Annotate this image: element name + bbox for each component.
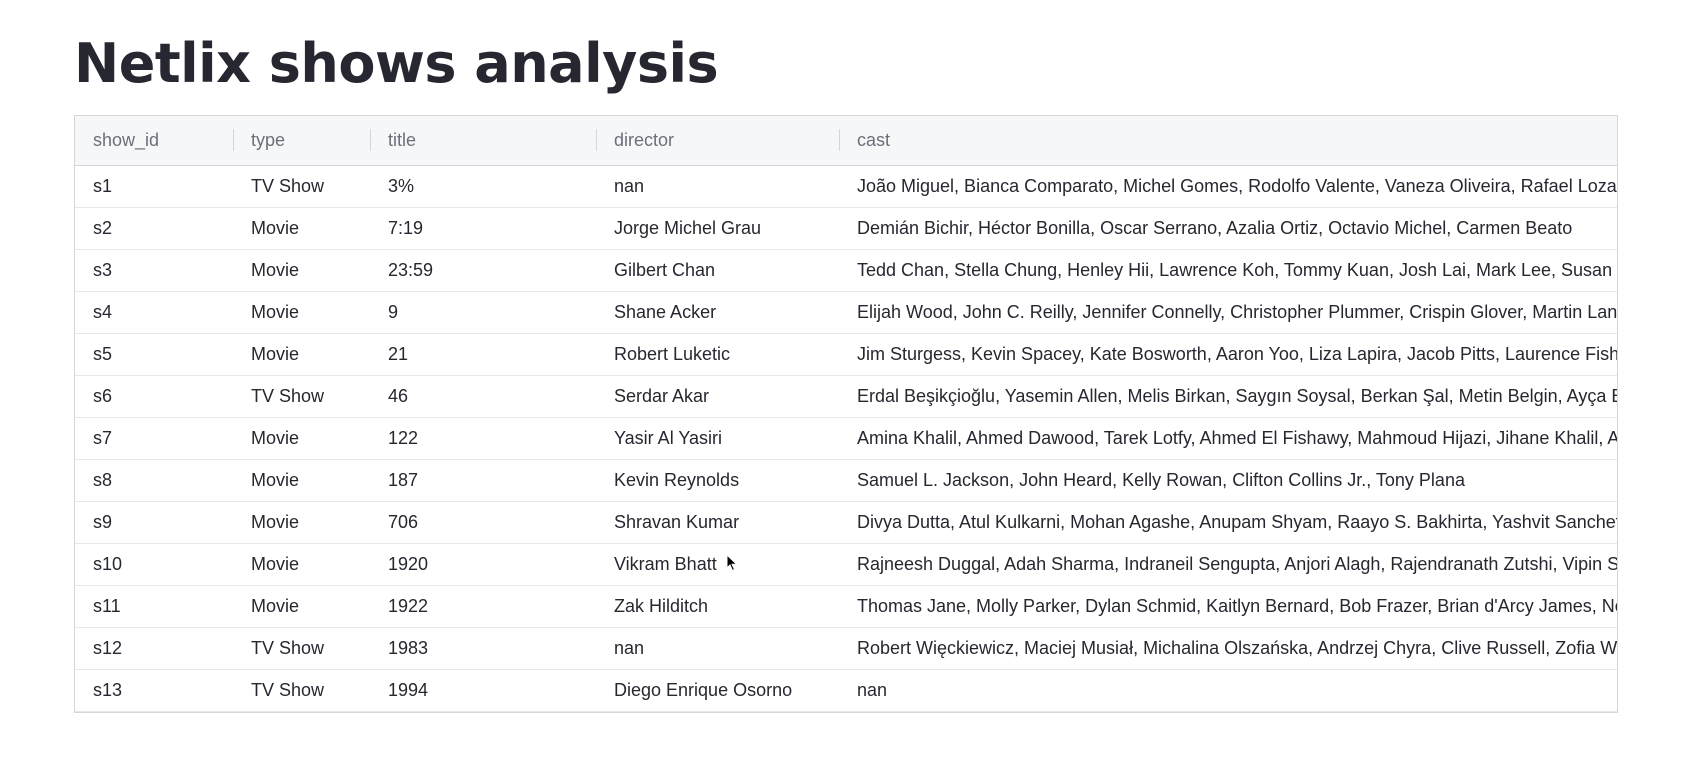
- table-row[interactable]: s8 Movie 187 Kevin Reynolds Samuel L. Jackso…: [75, 459, 1617, 502]
- table-row[interactable]: s13 TV Show 1994 Diego Enrique Osorno nan: [75, 669, 1617, 712]
- cell-cast[interactable]: Divya Dutta, Atul Kulkarni, Mohan Agashe…: [839, 501, 1617, 544]
- cell-director[interactable]: nan: [596, 165, 839, 208]
- table-row[interactable]: s3 Movie 23:59 Gilbert Chan Tedd Chan, Stell…: [75, 249, 1617, 292]
- column-separator[interactable]: [839, 129, 840, 151]
- column-header-type[interactable]: type: [233, 116, 370, 166]
- cell-director[interactable]: Robert Luketic: [596, 333, 839, 376]
- column-header-label: show_id: [93, 129, 160, 150]
- cell-show-id[interactable]: s1: [75, 165, 233, 208]
- table-row[interactable]: s10 Movie 1920 Vikram Bhatt Rajneesh Duggal,…: [75, 543, 1617, 586]
- cell-director[interactable]: Diego Enrique Osorno: [596, 669, 839, 712]
- cell-show-id[interactable]: s4: [75, 291, 233, 334]
- cell-director[interactable]: Shravan Kumar: [596, 501, 839, 544]
- cell-director[interactable]: Gilbert Chan: [596, 249, 839, 292]
- table-row[interactable]: s2 Movie 7:19 Jorge Michel Grau Demián Bichi…: [75, 207, 1617, 250]
- table-row[interactable]: s5 Movie 21 Robert Luketic Jim Sturgess, Kev…: [75, 333, 1617, 376]
- cell-title[interactable]: 1922: [370, 585, 596, 628]
- cell-cast[interactable]: Jim Sturgess, Kevin Spacey, Kate Boswort…: [839, 333, 1617, 376]
- column-separator[interactable]: [370, 129, 371, 151]
- cell-cast[interactable]: Elijah Wood, John C. Reilly, Jennifer Co…: [839, 291, 1617, 334]
- column-separator[interactable]: [596, 129, 597, 151]
- cell-show-id[interactable]: s2: [75, 207, 233, 250]
- cell-director[interactable]: Zak Hilditch: [596, 585, 839, 628]
- cell-type[interactable]: Movie: [233, 585, 370, 628]
- table-row[interactable]: s7 Movie 122 Yasir Al Yasiri Amina Khalil, A…: [75, 417, 1617, 460]
- cell-show-id[interactable]: s7: [75, 417, 233, 460]
- cell-title[interactable]: 3%: [370, 165, 596, 208]
- cell-show-id[interactable]: s3: [75, 249, 233, 292]
- cell-type[interactable]: Movie: [233, 501, 370, 544]
- cell-type[interactable]: Movie: [233, 459, 370, 502]
- cell-show-id[interactable]: s10: [75, 543, 233, 586]
- cell-show-id[interactable]: s8: [75, 459, 233, 502]
- cell-director[interactable]: Jorge Michel Grau: [596, 207, 839, 250]
- column-header-show-id[interactable]: show_id: [75, 116, 233, 166]
- cell-cast[interactable]: João Miguel, Bianca Comparato, Michel Go…: [839, 165, 1617, 208]
- table-row[interactable]: s11 Movie 1922 Zak Hilditch Thomas Jane, Mol…: [75, 585, 1617, 628]
- table-row[interactable]: s12 TV Show 1983 nan Robert Więckiewicz, Mac…: [75, 627, 1617, 670]
- cell-cast[interactable]: Rajneesh Duggal, Adah Sharma, Indraneil …: [839, 543, 1617, 586]
- table-row[interactable]: s6 TV Show 46 Serdar Akar Erdal Beşikçioğlu,…: [75, 375, 1617, 418]
- cell-title[interactable]: 187: [370, 459, 596, 502]
- page-title: Netlix shows analysis: [74, 32, 719, 95]
- cell-director[interactable]: Serdar Akar: [596, 375, 839, 418]
- column-header-title[interactable]: title: [370, 116, 596, 166]
- cell-title[interactable]: 122: [370, 417, 596, 460]
- cell-cast[interactable]: nan: [839, 669, 1617, 712]
- cell-type[interactable]: TV Show: [233, 627, 370, 670]
- cell-cast[interactable]: Erdal Beşikçioğlu, Yasemin Allen, Melis …: [839, 375, 1617, 418]
- cell-director[interactable]: nan: [596, 627, 839, 670]
- column-header-label: cast: [857, 129, 891, 150]
- column-header-label: director: [614, 129, 675, 150]
- column-separator[interactable]: [233, 129, 234, 151]
- cell-type[interactable]: Movie: [233, 207, 370, 250]
- table-row[interactable]: s1 TV Show 3% nan João Miguel, Bianca Compar…: [75, 165, 1617, 208]
- column-header-label: title: [388, 129, 417, 150]
- cell-show-id[interactable]: s9: [75, 501, 233, 544]
- cell-title[interactable]: 706: [370, 501, 596, 544]
- table-row[interactable]: s4 Movie 9 Shane Acker Elijah Wood, John C. …: [75, 291, 1617, 334]
- column-header-cast[interactable]: cast: [839, 116, 1617, 166]
- column-header-director[interactable]: director: [596, 116, 839, 166]
- cell-cast[interactable]: Tedd Chan, Stella Chung, Henley Hii, Law…: [839, 249, 1617, 292]
- cell-cast[interactable]: Amina Khalil, Ahmed Dawood, Tarek Lotfy,…: [839, 417, 1617, 460]
- cell-type[interactable]: Movie: [233, 543, 370, 586]
- cell-type[interactable]: Movie: [233, 291, 370, 334]
- cell-type[interactable]: TV Show: [233, 669, 370, 712]
- cell-show-id[interactable]: s13: [75, 669, 233, 712]
- cell-show-id[interactable]: s5: [75, 333, 233, 376]
- cell-cast[interactable]: Demián Bichir, Héctor Bonilla, Oscar Ser…: [839, 207, 1617, 250]
- cell-type[interactable]: Movie: [233, 417, 370, 460]
- cell-title[interactable]: 7:19: [370, 207, 596, 250]
- cell-show-id[interactable]: s12: [75, 627, 233, 670]
- cell-title[interactable]: 21: [370, 333, 596, 376]
- cell-title[interactable]: 46: [370, 375, 596, 418]
- cell-title[interactable]: 1920: [370, 543, 596, 586]
- cell-type[interactable]: Movie: [233, 249, 370, 292]
- cell-show-id[interactable]: s11: [75, 585, 233, 628]
- cell-director[interactable]: Shane Acker: [596, 291, 839, 334]
- column-header-label: type: [251, 129, 286, 150]
- cell-title[interactable]: 9: [370, 291, 596, 334]
- cell-title[interactable]: 1983: [370, 627, 596, 670]
- cell-director[interactable]: Vikram Bhatt: [596, 543, 839, 586]
- cell-show-id[interactable]: s6: [75, 375, 233, 418]
- data-table[interactable]: show_id type title director cast s1 TV Sh…: [74, 115, 1618, 713]
- table-row[interactable]: s9 Movie 706 Shravan Kumar Divya Dutta, Atul…: [75, 501, 1617, 544]
- cell-title[interactable]: 23:59: [370, 249, 596, 292]
- cell-director[interactable]: Yasir Al Yasiri: [596, 417, 839, 460]
- cell-title[interactable]: 1994: [370, 669, 596, 712]
- cell-type[interactable]: Movie: [233, 333, 370, 376]
- cell-cast[interactable]: Thomas Jane, Molly Parker, Dylan Schmid,…: [839, 585, 1617, 628]
- cell-type[interactable]: TV Show: [233, 165, 370, 208]
- header-row: show_id type title director cast: [75, 116, 1617, 166]
- cell-cast[interactable]: Robert Więckiewicz, Maciej Musiał, Micha…: [839, 627, 1617, 670]
- cell-type[interactable]: TV Show: [233, 375, 370, 418]
- cell-director[interactable]: Kevin Reynolds: [596, 459, 839, 502]
- dataframe: show_id type title director cast s1 TV Sh…: [75, 116, 1617, 712]
- cell-cast[interactable]: Samuel L. Jackson, John Heard, Kelly Row…: [839, 459, 1617, 502]
